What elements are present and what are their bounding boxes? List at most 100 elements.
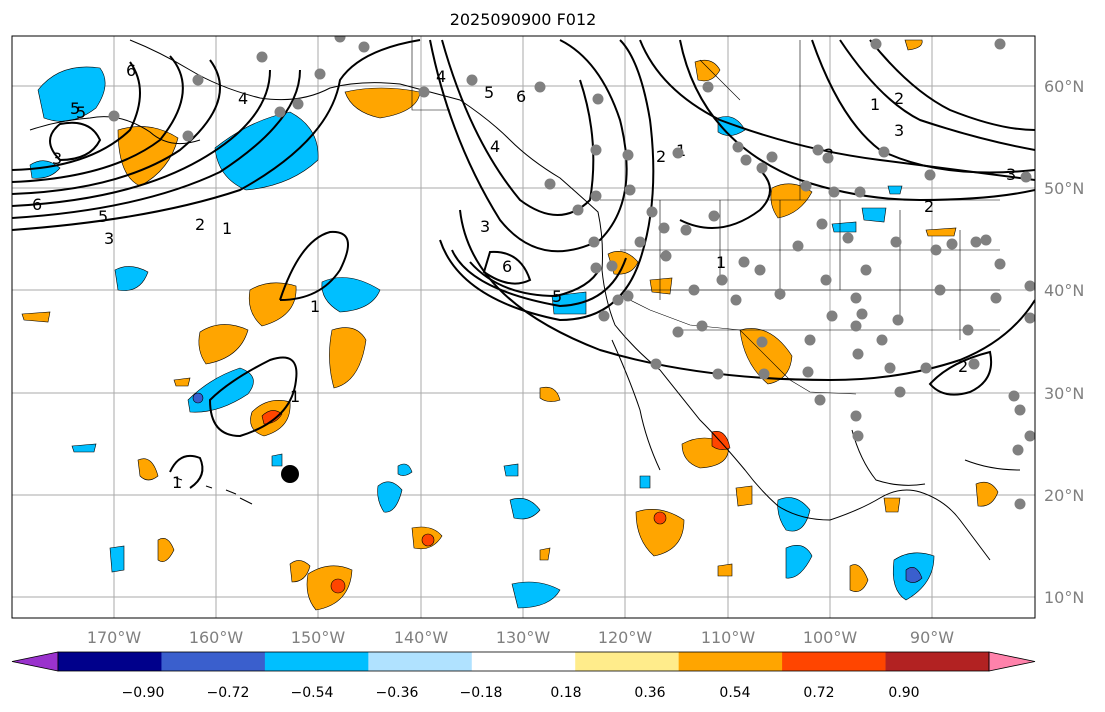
station-marker xyxy=(860,264,872,276)
contour-label: 1 xyxy=(870,95,880,114)
station-marker xyxy=(758,368,770,380)
lon-label: 160°W xyxy=(189,628,244,647)
colorbar-extend-high xyxy=(988,651,1036,672)
station-marker xyxy=(314,68,326,80)
contour-label: 4 xyxy=(436,67,446,86)
station-marker xyxy=(994,258,1006,270)
contour-label: 5 xyxy=(484,83,494,102)
lat-label: 40°N xyxy=(1044,281,1084,300)
station-marker xyxy=(688,284,700,296)
lat-label: 20°N xyxy=(1044,486,1084,505)
station-marker xyxy=(590,262,602,274)
longitude-labels: 170°W 160°W 150°W 140°W 130°W 120°W 110°… xyxy=(87,628,954,647)
station-marker xyxy=(850,292,862,304)
colorbar-segment xyxy=(58,652,162,671)
station-marker xyxy=(930,244,942,256)
station-marker xyxy=(852,348,864,360)
station-marker xyxy=(274,106,286,118)
station-marker xyxy=(612,294,624,306)
station-marker xyxy=(672,326,684,338)
map-frame xyxy=(11,35,1036,619)
contour-label: 2 xyxy=(894,89,904,108)
lon-label: 120°W xyxy=(598,628,653,647)
station-marker xyxy=(766,151,778,163)
colorbar-tick-label: −0.54 xyxy=(291,685,334,701)
station-marker xyxy=(1024,312,1035,324)
station-marker xyxy=(624,184,636,196)
contour-label: 4 xyxy=(490,137,500,156)
station-marker xyxy=(820,274,832,286)
station-marker xyxy=(892,314,904,326)
contour-label: 1 xyxy=(222,219,232,238)
contour-label: 5 xyxy=(552,287,562,306)
station-marker xyxy=(650,358,662,370)
contour-label: 2 xyxy=(195,215,205,234)
station-marker xyxy=(876,334,888,346)
colorbar-tick-label: −0.36 xyxy=(376,685,419,701)
latitude-labels: 60°N 50°N 40°N 30°N 20°N 10°N xyxy=(1044,77,1084,607)
colorbar-segment xyxy=(368,652,473,671)
map-title: 2025090900 F012 xyxy=(449,10,597,29)
station-marker xyxy=(774,288,786,300)
lon-label: 150°W xyxy=(291,628,346,647)
lon-label: 100°W xyxy=(803,628,858,647)
contour-label: 3 xyxy=(104,229,114,248)
station-marker xyxy=(292,98,304,110)
station-marker xyxy=(1020,171,1032,183)
colorbar-tick-label: 0.72 xyxy=(803,685,834,701)
contour-label: 6 xyxy=(516,87,526,106)
station-marker xyxy=(696,320,708,332)
station-marker xyxy=(870,38,882,50)
colorbar-extend-low xyxy=(11,651,59,672)
station-marker xyxy=(108,110,120,122)
station-marker xyxy=(730,294,742,306)
colorbar-segment xyxy=(161,652,266,671)
colorbar-tick-label: −0.18 xyxy=(460,685,503,701)
contour-lines xyxy=(12,39,1035,489)
shaded-anomaly-patches xyxy=(21,39,999,611)
contour-label: 4 xyxy=(238,89,248,108)
colorbar-tick-label: 0.90 xyxy=(888,685,919,701)
station-marker xyxy=(980,234,992,246)
contour-label: 6 xyxy=(32,195,42,214)
lat-label: 50°N xyxy=(1044,179,1084,198)
station-marker xyxy=(466,74,478,86)
station-marker xyxy=(894,386,906,398)
colorbar-segment xyxy=(885,652,990,671)
lon-label: 140°W xyxy=(394,628,449,647)
station-marker xyxy=(740,154,752,166)
station-marker xyxy=(634,236,646,248)
colorbar xyxy=(11,651,1036,672)
station-marker xyxy=(192,74,204,86)
contour-label: 6 xyxy=(502,257,512,276)
coastlines xyxy=(29,39,1021,561)
station-marker xyxy=(732,141,744,153)
station-marker xyxy=(256,51,268,63)
lon-label: 130°W xyxy=(496,628,551,647)
station-marker xyxy=(850,320,862,332)
lon-label: 90°W xyxy=(910,628,954,647)
contour-label: 1 xyxy=(716,253,726,272)
station-marker xyxy=(1024,430,1035,442)
station-marker xyxy=(1014,404,1026,416)
station-marker xyxy=(850,410,862,422)
station-marker xyxy=(804,334,816,346)
station-marker xyxy=(334,36,346,43)
station-marker xyxy=(924,169,936,181)
station-marker xyxy=(990,292,1002,304)
colorbar-outline xyxy=(57,651,990,672)
station-marker xyxy=(590,144,602,156)
station-marker xyxy=(544,178,556,190)
colorbar-segment xyxy=(264,652,369,671)
colorbar-segment xyxy=(678,652,783,671)
station-marker xyxy=(1012,444,1024,456)
station-marker xyxy=(968,358,980,370)
station-marker xyxy=(606,260,618,272)
station-marker xyxy=(708,210,720,222)
station-marker xyxy=(182,130,194,142)
station-marker xyxy=(754,264,766,276)
contour-label: 1 xyxy=(310,297,320,316)
lon-label: 110°W xyxy=(701,628,756,647)
station-marker xyxy=(588,236,600,248)
